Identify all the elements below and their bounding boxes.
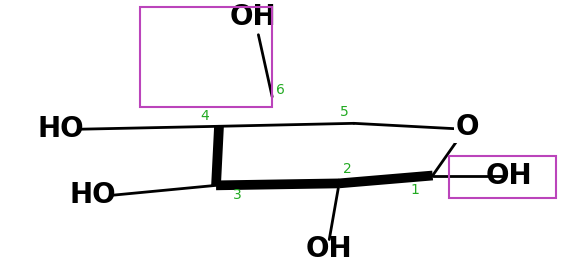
Text: 2: 2 (342, 162, 351, 176)
Bar (140, 7, 272, 107)
Text: 6: 6 (276, 83, 284, 97)
Text: 3: 3 (233, 188, 242, 202)
Text: O: O (455, 113, 479, 141)
Bar (449, 156, 556, 198)
Text: OH: OH (229, 3, 276, 31)
Text: HO: HO (69, 181, 116, 209)
Text: 4: 4 (200, 109, 208, 123)
Text: OH: OH (486, 162, 533, 190)
Text: 1: 1 (411, 183, 419, 197)
Text: HO: HO (37, 115, 84, 143)
Text: 5: 5 (340, 104, 349, 119)
Text: OH: OH (306, 235, 353, 263)
